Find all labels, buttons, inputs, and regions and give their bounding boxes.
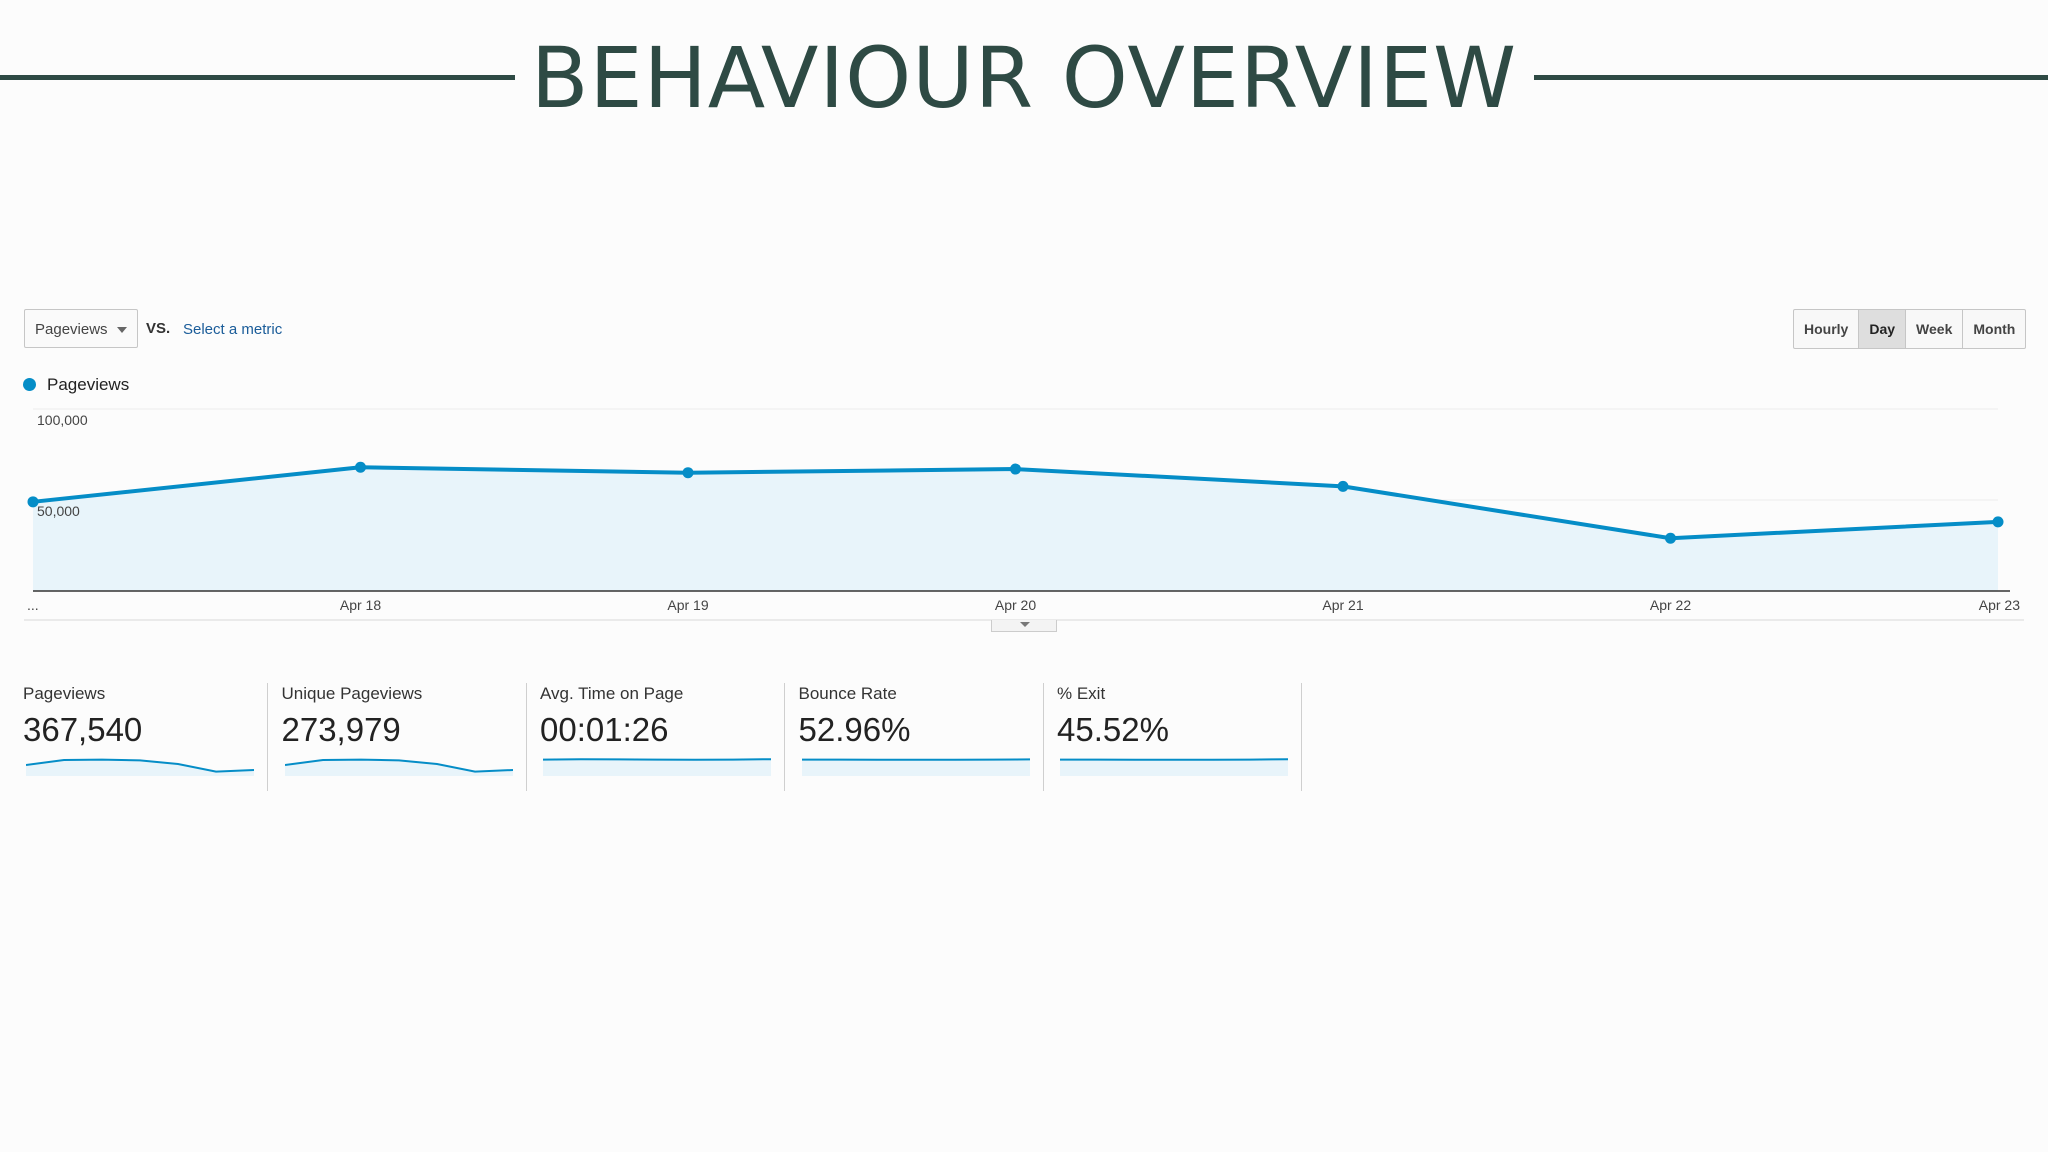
chart-collapse-handle[interactable] <box>991 620 1057 632</box>
scorecard[interactable]: Pageviews 367,540 <box>23 683 281 791</box>
sparkline-line <box>543 758 771 761</box>
data-point <box>1010 463 1021 475</box>
scorecard[interactable]: Avg. Time on Page 00:01:26 <box>540 683 798 791</box>
period-month-button[interactable]: Month <box>1973 321 2016 337</box>
scorecard-divider <box>784 683 785 791</box>
title-rule-left <box>0 75 515 80</box>
series-area <box>33 467 1998 591</box>
data-point <box>1337 480 1349 492</box>
legend-label: Pageviews <box>47 375 130 394</box>
sparkline-area <box>26 759 254 776</box>
title-rule-right <box>1534 75 2048 80</box>
y-tick-label: 100,000 <box>37 412 88 428</box>
chevron-down-icon <box>117 327 127 333</box>
data-point <box>355 461 366 473</box>
scorecard-divider <box>525 683 527 791</box>
select-metric-link[interactable]: Select a metric <box>183 321 283 338</box>
scorecard-divider <box>267 683 268 791</box>
sparkline-area <box>801 759 1030 776</box>
data-point <box>682 467 694 479</box>
x-tick-label: ... <box>27 597 39 613</box>
data-point <box>1665 532 1676 544</box>
sparkline-line <box>26 758 254 773</box>
sparkline <box>1060 758 1288 776</box>
vs-label: VS. <box>146 320 171 337</box>
scorecard[interactable]: % Exit 45.52% <box>1057 683 1315 791</box>
x-tick-label: Apr 22 <box>1650 597 1691 613</box>
sparkline <box>26 758 254 776</box>
x-tick-label: Apr 23 <box>1979 597 2020 613</box>
scorecard-label: Pageviews <box>23 684 106 703</box>
x-tick-label: Apr 18 <box>340 597 381 613</box>
period-hourly-button[interactable]: Hourly <box>1794 310 1860 348</box>
period-week-button[interactable]: Week <box>1906 310 1964 348</box>
pageviews-chart: 100,000 50,000... Apr 18 Apr 19 Apr 20 Apr 21… <box>24 408 2024 621</box>
period-toggle: Hourly Day Week Month <box>1793 309 2027 349</box>
x-tick-label: Apr 19 <box>667 597 708 613</box>
sparkline-area <box>1060 759 1288 776</box>
scorecard-divider <box>1301 683 1302 791</box>
x-tick-label: Apr 20 <box>995 597 1036 613</box>
y-tick-label: 50,000 <box>37 503 80 519</box>
data-point <box>27 496 39 508</box>
scorecard[interactable]: Unique Pageviews 273,979 <box>282 683 540 791</box>
scorecard-value: 273,979 <box>281 711 401 748</box>
sparkline-line <box>284 758 513 773</box>
scorecard-value: 00:01:26 <box>540 711 669 748</box>
scorecard-value: 52.96% <box>798 711 911 748</box>
sparkline-area <box>284 759 513 776</box>
scorecard-value: 45.52% <box>1057 711 1169 748</box>
sparkline <box>284 758 513 776</box>
scorecard-value: 367,540 <box>23 711 143 748</box>
scorecard-divider <box>1042 683 1044 791</box>
period-day-button[interactable]: Day <box>1859 310 1907 348</box>
chevron-down-icon <box>1020 622 1030 627</box>
sparkline-line <box>1060 758 1288 761</box>
sparkline <box>543 758 771 776</box>
data-point <box>1992 516 2004 528</box>
legend-dot-icon <box>23 378 36 391</box>
scorecard-label: Avg. Time on Page <box>540 684 684 703</box>
sparkline-area <box>543 759 771 776</box>
scorecard[interactable]: Bounce Rate 52.96% <box>799 683 1057 791</box>
scorecard-label: Unique Pageviews <box>281 684 423 703</box>
metric-select-value: Pageviews <box>35 321 108 338</box>
metric-select[interactable]: Pageviews <box>24 309 138 348</box>
slide-title: BEHAVIOUR OVERVIEW <box>530 29 1518 127</box>
x-tick-label: Apr 21 <box>1322 597 1363 613</box>
sparkline <box>801 758 1030 776</box>
scorecard-label: % Exit <box>1057 684 1106 703</box>
scorecard-label: Bounce Rate <box>798 684 897 703</box>
